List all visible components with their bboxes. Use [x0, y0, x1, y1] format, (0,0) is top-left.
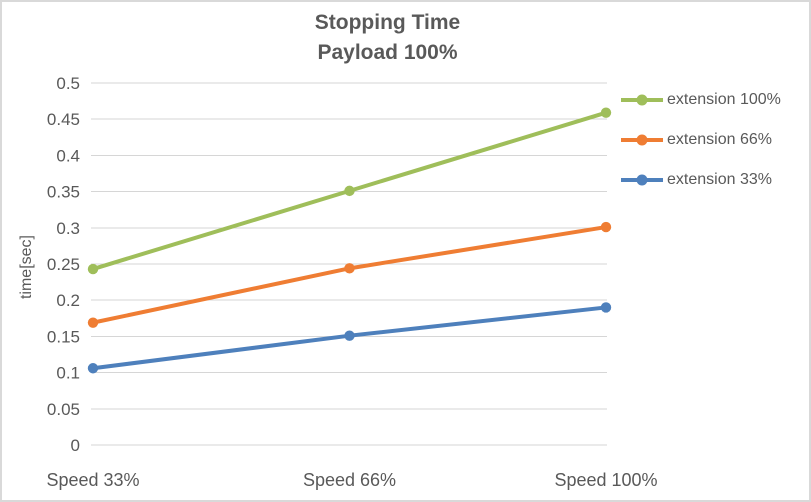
data-point-marker[interactable] [344, 263, 355, 274]
chart-subtitle: Payload 100% [317, 41, 458, 64]
chart-legend: extension 100% extension 66% extension 3… [620, 88, 781, 192]
y-tick-label: 0 [71, 436, 80, 455]
y-tick-label: 0.35 [47, 183, 80, 202]
legend-label: extension 100% [667, 91, 781, 108]
series-line[interactable] [91, 225, 608, 325]
data-point-marker[interactable] [87, 363, 99, 374]
y-tick-label: 0.2 [56, 291, 80, 310]
chart-title: Stopping Time [314, 11, 461, 34]
x-axis-label: Speed 33% [46, 470, 139, 490]
data-point-marker[interactable] [600, 302, 612, 313]
legend-marker-icon [621, 174, 663, 186]
y-tick-label: 0.05 [47, 400, 80, 419]
data-point-marker[interactable] [600, 107, 612, 118]
legend-marker-icon [621, 94, 663, 106]
y-tick-label: 0.1 [56, 364, 80, 383]
legend-item-extension-100[interactable]: extension 100% [620, 88, 781, 112]
data-point-marker[interactable] [600, 221, 612, 233]
data-point-marker[interactable] [87, 263, 99, 275]
y-tick-label: 0.5 [56, 74, 80, 93]
y-tick-label: 0.25 [47, 255, 80, 274]
legend-label: extension 33% [667, 171, 772, 188]
legend-item-extension-66[interactable]: extension 66% [620, 128, 781, 152]
legend-item-extension-33[interactable]: extension 33% [620, 168, 781, 192]
data-point-marker[interactable] [87, 317, 99, 328]
legend-marker-icon [621, 134, 663, 146]
x-axis-label: Speed 66% [303, 470, 396, 490]
data-point-marker[interactable] [344, 185, 355, 197]
data-point-marker[interactable] [344, 330, 355, 341]
chart-title-block: Stopping Time Payload 100% [2, 8, 773, 68]
y-tick-label: 0.3 [56, 219, 80, 238]
y-tick-label: 0.4 [56, 146, 80, 165]
legend-label: extension 66% [667, 131, 772, 148]
x-axis-label: Speed 100% [554, 470, 657, 490]
y-tick-label: 0.45 [47, 110, 80, 129]
y-tick-label: 0.15 [47, 327, 80, 346]
